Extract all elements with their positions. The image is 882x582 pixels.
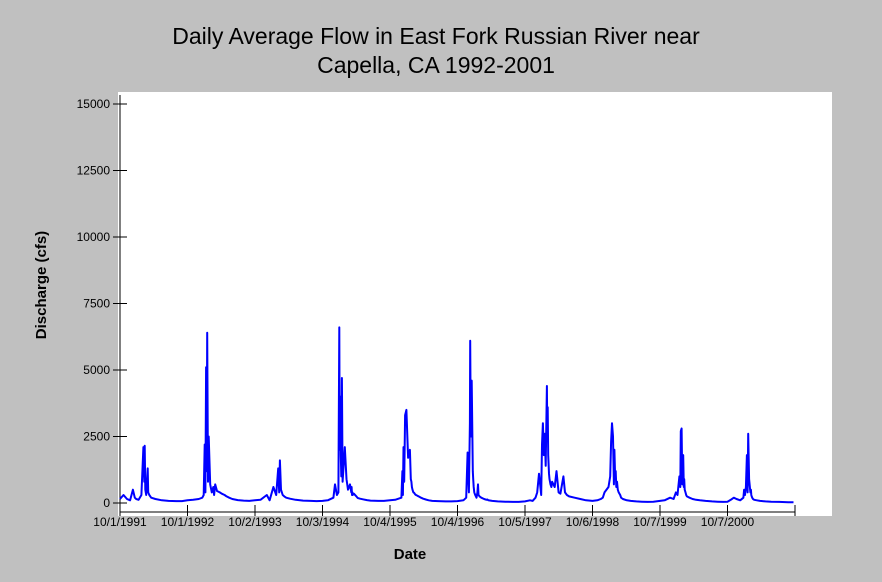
y-tick-label: 5000 [83, 363, 110, 377]
x-tick-label: 10/4/1996 [431, 515, 485, 529]
x-tick-label: 10/3/1994 [296, 515, 350, 529]
y-tick-label: 0 [103, 496, 110, 510]
x-ticks: 10/1/1991 10/1/1992 10/2/1993 10/3/1994 10/4… [93, 505, 796, 529]
series-line [119, 326, 794, 504]
chart-title-line-1: Daily Average Flow in East Fork Russian … [172, 23, 700, 49]
x-tick-label: 10/2/1993 [228, 515, 282, 529]
x-tick-label: 10/6/1998 [566, 515, 620, 529]
y-tick-label: 2500 [83, 430, 110, 444]
x-tick-label: 10/7/2000 [701, 515, 755, 529]
y-tick-label: 12500 [77, 164, 111, 178]
chart-title-line-2: Capella, CA 1992-2001 [317, 52, 555, 78]
y-tick-label: 10000 [77, 230, 111, 244]
x-tick-label: 10/1/1991 [93, 515, 147, 529]
x-tick-label: 10/7/1999 [633, 515, 687, 529]
x-tick-label: 10/4/1995 [363, 515, 417, 529]
y-ticks: 0 2500 5000 7500 10000 12500 15000 [77, 97, 127, 510]
x-tick-label: 10/5/1997 [498, 515, 552, 529]
plot-area [118, 92, 832, 516]
x-tick-label: 10/1/1992 [161, 515, 215, 529]
x-axis-label: Date [394, 546, 427, 563]
chart-title: Daily Average Flow in East Fork Russian … [0, 22, 872, 80]
y-tick-label: 7500 [83, 297, 110, 311]
y-axis-label: Discharge (cfs) [33, 231, 50, 339]
y-tick-label: 15000 [77, 97, 111, 111]
